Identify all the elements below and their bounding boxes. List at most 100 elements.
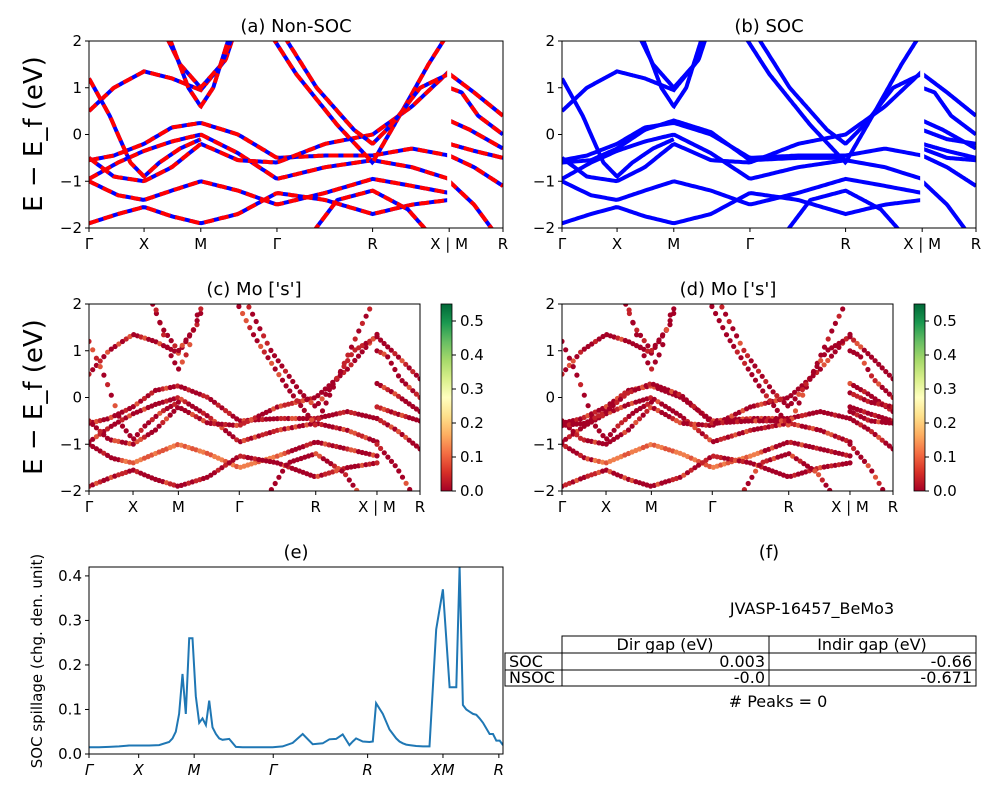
panel-c-ticks: Γ X M Γ R X | M R −2 −1 0 1 2 — [60, 295, 425, 516]
band-point — [403, 381, 409, 387]
y-tick-label: 2 — [545, 295, 555, 313]
band-point — [872, 431, 878, 438]
band-point — [204, 394, 210, 400]
band-point — [734, 419, 741, 425]
band-point — [374, 453, 380, 459]
table-row-label-soc: SOC — [509, 652, 543, 671]
band-point — [367, 306, 373, 312]
band-point — [352, 336, 358, 342]
y-tick-label: −2 — [533, 482, 555, 500]
colorbar-tick-label: 0.4 — [933, 346, 957, 364]
colorbar-tick-label: 0.3 — [933, 380, 957, 398]
band-point — [677, 413, 683, 419]
band-point — [786, 451, 792, 457]
band-point — [298, 402, 304, 409]
band-point — [606, 406, 613, 412]
band-point — [847, 441, 853, 447]
band-point — [807, 375, 813, 381]
band-point — [784, 473, 790, 479]
band-point — [324, 458, 330, 464]
band-point — [865, 366, 871, 373]
band-line-nsoc-overlay — [272, 41, 446, 166]
band-point — [890, 394, 893, 401]
x-tick-label: R — [971, 235, 981, 253]
band-point — [673, 410, 680, 416]
band-point — [308, 399, 314, 406]
band-point — [619, 283, 624, 288]
band-point — [626, 307, 632, 313]
band-line-nsoc-overlay — [447, 179, 494, 228]
band-point — [774, 393, 780, 399]
band-point — [328, 461, 334, 467]
band-point — [167, 412, 173, 418]
band-point — [741, 347, 747, 353]
band-point — [727, 419, 733, 425]
band-point — [570, 364, 576, 370]
band-point — [272, 480, 278, 487]
y-tick-label: 0.1 — [58, 700, 82, 718]
x-tick-label: X — [601, 498, 611, 516]
band-point — [890, 446, 893, 452]
band-point — [171, 408, 177, 414]
band-point — [230, 457, 236, 463]
band-point — [395, 373, 402, 379]
band-point — [890, 376, 893, 382]
band-point — [208, 420, 214, 426]
band-point — [160, 419, 166, 426]
band-point — [240, 310, 246, 317]
band-point — [143, 283, 148, 288]
band-point — [130, 404, 136, 410]
band-point — [854, 450, 860, 456]
band-point — [692, 465, 698, 471]
band-point — [261, 349, 267, 355]
band-point — [345, 358, 351, 364]
x-tick-label: M — [172, 498, 185, 516]
band-point — [130, 441, 136, 447]
band-point — [836, 313, 842, 319]
x-tick-label: X — [612, 235, 622, 253]
band-point — [847, 453, 853, 459]
band-point — [149, 390, 155, 396]
band-point — [790, 453, 796, 459]
band-point — [619, 292, 624, 297]
band-point — [671, 306, 677, 312]
band-point — [191, 327, 197, 333]
band-point — [778, 412, 784, 418]
band-point — [667, 312, 673, 318]
band-point — [271, 416, 277, 422]
band-point — [660, 332, 666, 338]
path-break — [447, 41, 452, 228]
band-point — [200, 410, 206, 416]
y-tick-label: 2 — [72, 32, 82, 50]
band-point — [417, 408, 420, 415]
table-row-label-nsoc: NSOC — [509, 668, 555, 687]
x-tick-label: X | M — [903, 235, 941, 253]
band-point — [851, 445, 857, 452]
band-point — [691, 403, 697, 409]
band-point — [254, 338, 260, 344]
band-point — [774, 407, 780, 413]
x-tick-label: R — [888, 498, 898, 516]
panel-e-plot-area — [89, 567, 503, 749]
band-point — [784, 439, 790, 446]
band-point — [348, 362, 354, 368]
band-point — [818, 358, 824, 364]
band-point — [622, 417, 628, 423]
band-point — [872, 474, 879, 480]
panel-a-plot-area — [89, 41, 503, 228]
band-point — [681, 472, 687, 478]
y-tick-label: −2 — [60, 482, 82, 500]
band-point — [819, 477, 825, 483]
band-point — [215, 421, 221, 427]
panel-e-title: (e) — [283, 542, 308, 563]
band-point — [709, 420, 715, 426]
band-point — [172, 401, 178, 407]
y-tick-label: 0.0 — [58, 745, 82, 763]
band-point — [131, 436, 137, 442]
band-point — [713, 310, 719, 317]
band-point — [688, 421, 694, 427]
band-point — [348, 352, 354, 358]
band-point — [753, 468, 759, 474]
band-point — [243, 318, 249, 324]
band-point — [633, 419, 639, 426]
